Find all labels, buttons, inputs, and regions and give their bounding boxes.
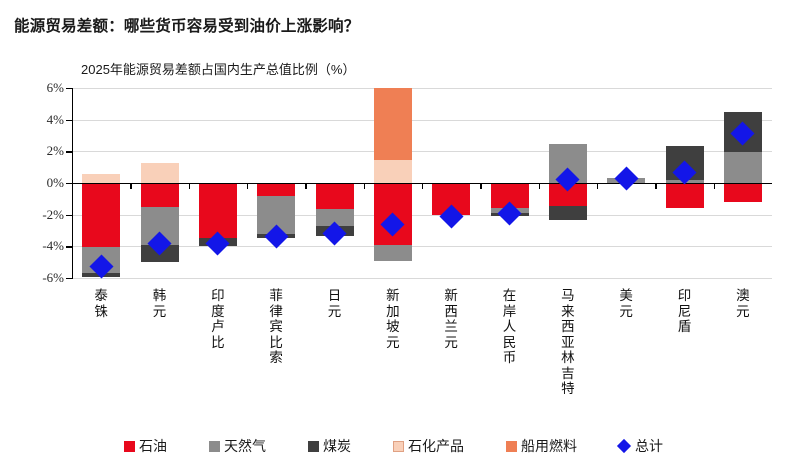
legend-item[interactable]: 天然气 [209, 436, 266, 456]
y-axis-tick-label: -2% [42, 206, 64, 222]
legend-swatch-icon [506, 440, 517, 452]
bar-segment [723, 152, 762, 183]
x-axis-category-label: 印尼盾 [677, 288, 692, 334]
legend-item[interactable]: 总计 [616, 436, 663, 456]
legend-label: 总计 [635, 438, 663, 454]
y-axis-tick-mark [66, 88, 73, 90]
y-axis-tick-label: -4% [42, 238, 64, 254]
legend-diamond-icon [616, 438, 632, 454]
x-axis-ticks [72, 183, 778, 190]
y-axis-tick-label: 4% [46, 111, 64, 127]
x-axis-category-labels: 泰铢 韩元 印度卢比 菲律宾比索 日元 新加坡元 新西兰元 在岸人民币 马来西亚林吉特 美元 印尼盾… [72, 288, 772, 438]
legend-swatch-icon [393, 440, 404, 452]
bar-segment [548, 183, 587, 206]
x-axis-category-label: 菲律宾比索 [269, 288, 283, 365]
x-axis-category-label: 新加坡元 [386, 288, 400, 350]
bar-segment [373, 244, 412, 262]
chart-plot-area [66, 88, 772, 279]
bar-segment [198, 183, 237, 239]
bar-segment [257, 183, 296, 197]
bar-segment [315, 183, 354, 210]
y-axis-tick-mark [66, 183, 73, 185]
x-axis-tick-mark [538, 183, 540, 189]
y-axis-tick-mark [66, 151, 73, 153]
bar-segment [373, 160, 412, 183]
x-axis-tick-mark [130, 183, 132, 189]
bar-segment [82, 183, 121, 248]
page-title: 能源贸易差额：哪些货币容易受到油价上涨影响？ [14, 18, 360, 35]
y-axis-tick-mark [66, 246, 73, 248]
gridline [72, 151, 772, 153]
legend-item[interactable]: 船用燃料 [506, 436, 577, 456]
legend-item[interactable]: 石油 [124, 436, 167, 456]
x-axis-tick-mark [655, 183, 657, 189]
y-axis-tick-mark [66, 278, 73, 280]
bar-group [548, 88, 587, 278]
gridline [72, 246, 772, 248]
x-axis-category-label: 日元 [327, 288, 342, 319]
bar-segment [373, 88, 412, 161]
gridline [72, 119, 772, 121]
chart-subtitle: 2025年能源贸易差额占国内生产总值比例（%） [81, 62, 356, 77]
bar-segment [82, 174, 121, 183]
x-axis-tick-mark [247, 183, 249, 189]
x-axis-category-label: 美元 [619, 288, 633, 319]
x-axis-category-label: 新西兰元 [444, 288, 458, 350]
x-axis-tick-mark [597, 183, 599, 189]
x-axis-category-label: 在岸人民币 [502, 288, 517, 365]
legend-item[interactable]: 石化产品 [393, 436, 464, 456]
gridline [72, 214, 772, 216]
x-axis-tick-mark [422, 183, 424, 189]
x-axis-category-label: 泰铢 [94, 288, 108, 319]
chart-legend: 石油 天然气 煤炭 石化产品 船用燃料 总计 [0, 434, 787, 458]
x-axis-tick-mark [188, 183, 190, 189]
legend-item[interactable]: 煤炭 [308, 436, 351, 456]
legend-label: 石油 [139, 438, 167, 454]
gridline [72, 88, 772, 89]
y-axis-tick-mark [66, 119, 73, 122]
legend-label: 船用燃料 [521, 438, 577, 454]
x-axis-category-label: 澳元 [736, 288, 750, 319]
bar-segment [665, 183, 704, 209]
x-axis-category-label: 韩元 [152, 288, 167, 319]
y-axis-tick-label: -6% [42, 270, 64, 285]
bar-segment [140, 163, 179, 183]
y-axis-tick-label: 0% [46, 175, 64, 190]
x-axis-tick-mark [480, 183, 482, 189]
y-axis-labels: 6% 4% 2% 0% -2% -4% -6% [18, 80, 64, 285]
y-axis-tick-label: 2% [46, 143, 64, 159]
x-axis-category-label: 印度卢比 [211, 288, 225, 350]
legend-swatch-icon [124, 440, 135, 452]
bar-segment [548, 205, 587, 221]
y-axis-tick-mark [66, 214, 73, 217]
legend-label: 天然气 [224, 438, 266, 454]
y-axis-tick-label: 6% [46, 80, 64, 95]
legend-swatch-icon [209, 440, 220, 452]
x-axis-tick-mark [363, 183, 365, 189]
bar-segment [315, 209, 354, 226]
legend-swatch-icon [308, 440, 319, 452]
x-axis-tick-mark [713, 183, 715, 189]
bar-segment [723, 183, 762, 202]
bar-segment [140, 183, 179, 207]
legend-label: 煤炭 [323, 438, 351, 454]
x-axis-category-label: 马来西亚林吉特 [561, 288, 575, 396]
legend-label: 石化产品 [408, 438, 464, 454]
x-axis-tick-mark [305, 183, 307, 189]
zero-axis-line [66, 183, 772, 185]
gridline [72, 278, 772, 279]
